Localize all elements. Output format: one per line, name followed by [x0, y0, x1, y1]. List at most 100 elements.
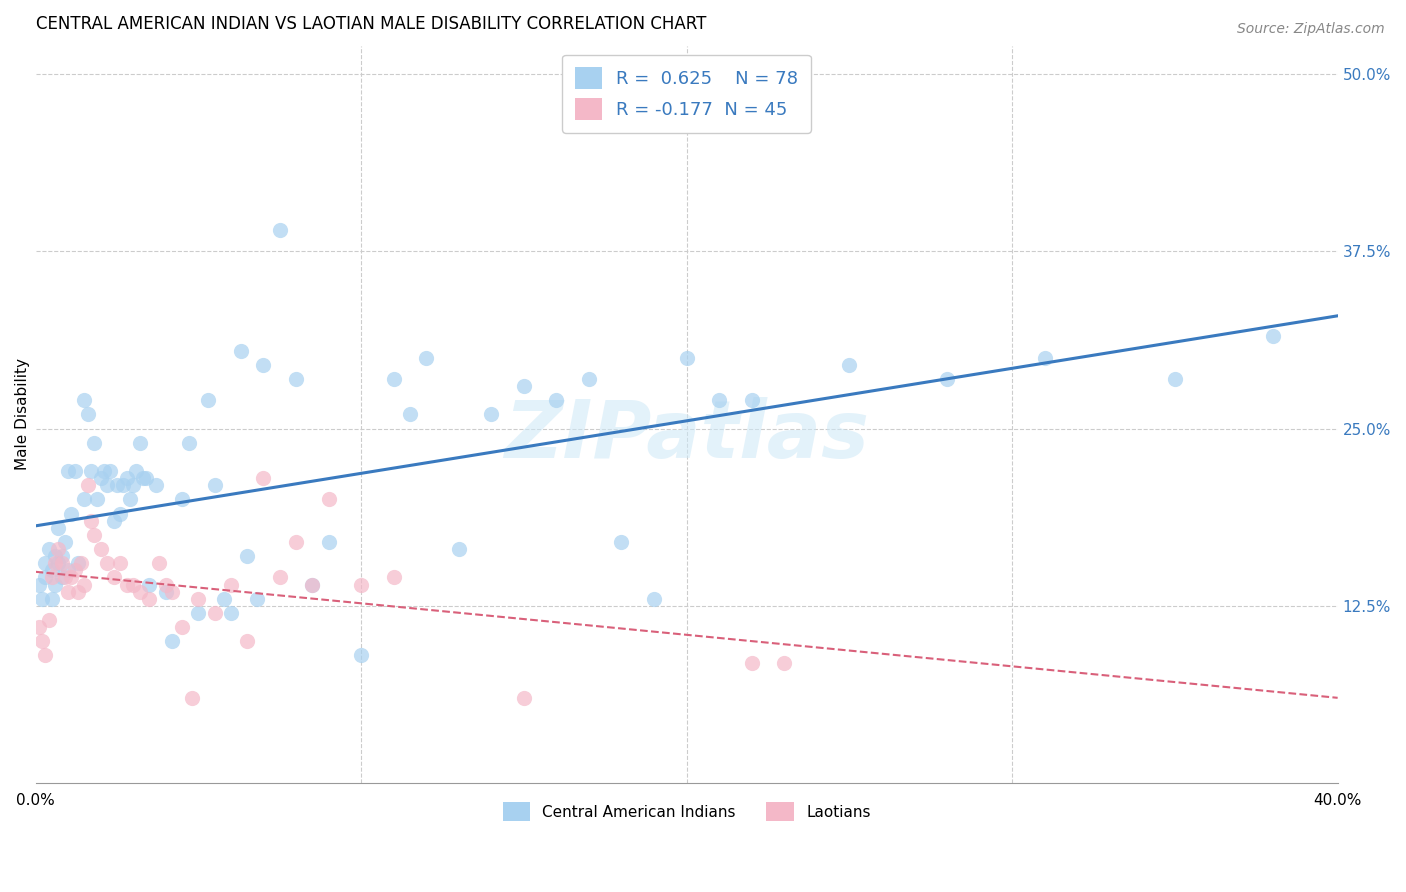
Point: [148, 556, 170, 570]
Point: [125, 464, 148, 478]
Point: [187, 606, 209, 620]
Point: [80, 514, 103, 528]
Text: ZIPatlas: ZIPatlas: [505, 398, 869, 475]
Point: [138, 577, 160, 591]
Point: [252, 358, 274, 372]
Point: [643, 591, 665, 606]
Point: [60, 570, 83, 584]
Point: [219, 577, 242, 591]
Point: [34, 570, 56, 584]
Point: [162, 584, 184, 599]
Point: [741, 393, 763, 408]
Point: [350, 577, 373, 591]
Point: [34, 556, 56, 570]
Point: [41, 570, 63, 584]
Point: [145, 478, 167, 492]
Point: [229, 343, 252, 358]
Point: [93, 464, 115, 478]
Point: [610, 535, 633, 549]
Point: [301, 577, 323, 591]
Point: [128, 584, 150, 599]
Point: [90, 471, 112, 485]
Point: [741, 656, 763, 670]
Point: [53, 570, 76, 584]
Point: [301, 577, 323, 591]
Point: [118, 492, 141, 507]
Point: [204, 606, 226, 620]
Point: [219, 606, 242, 620]
Point: [108, 556, 131, 570]
Point: [318, 535, 340, 549]
Point: [399, 408, 422, 422]
Point: [28, 577, 51, 591]
Point: [246, 591, 269, 606]
Point: [236, 549, 259, 563]
Point: [936, 372, 959, 386]
Point: [1164, 372, 1187, 386]
Point: [170, 620, 193, 634]
Point: [135, 471, 157, 485]
Point: [96, 556, 118, 570]
Point: [51, 549, 73, 563]
Point: [204, 478, 226, 492]
Point: [415, 351, 437, 365]
Point: [100, 464, 122, 478]
Point: [83, 528, 105, 542]
Point: [41, 563, 63, 577]
Point: [112, 478, 135, 492]
Point: [80, 464, 103, 478]
Point: [285, 535, 308, 549]
Point: [187, 591, 209, 606]
Point: [28, 620, 51, 634]
Point: [252, 471, 274, 485]
Point: [1033, 351, 1056, 365]
Point: [350, 648, 373, 663]
Point: [1261, 329, 1284, 343]
Point: [46, 556, 69, 570]
Point: [73, 393, 96, 408]
Point: [546, 393, 568, 408]
Point: [51, 570, 73, 584]
Point: [76, 408, 98, 422]
Point: [180, 690, 202, 705]
Point: [90, 542, 112, 557]
Point: [83, 435, 105, 450]
Point: [31, 634, 53, 648]
Point: [56, 464, 79, 478]
Point: [56, 563, 79, 577]
Y-axis label: Male Disability: Male Disability: [15, 359, 30, 470]
Point: [128, 435, 150, 450]
Point: [382, 570, 405, 584]
Point: [60, 507, 83, 521]
Point: [108, 507, 131, 521]
Point: [155, 584, 177, 599]
Point: [236, 634, 259, 648]
Point: [115, 471, 138, 485]
Point: [578, 372, 600, 386]
Point: [44, 556, 66, 570]
Point: [38, 613, 60, 627]
Point: [76, 478, 98, 492]
Point: [132, 471, 155, 485]
Point: [70, 556, 93, 570]
Point: [66, 584, 89, 599]
Point: [177, 435, 200, 450]
Point: [41, 591, 63, 606]
Point: [122, 478, 145, 492]
Point: [34, 648, 56, 663]
Text: CENTRAL AMERICAN INDIAN VS LAOTIAN MALE DISABILITY CORRELATION CHART: CENTRAL AMERICAN INDIAN VS LAOTIAN MALE …: [35, 15, 706, 33]
Point: [269, 223, 291, 237]
Point: [63, 563, 86, 577]
Point: [138, 591, 160, 606]
Point: [285, 372, 308, 386]
Legend: Central American Indians, Laotians: Central American Indians, Laotians: [496, 797, 877, 827]
Point: [73, 577, 96, 591]
Point: [38, 542, 60, 557]
Point: [479, 408, 502, 422]
Point: [318, 492, 340, 507]
Text: Source: ZipAtlas.com: Source: ZipAtlas.com: [1237, 22, 1385, 37]
Point: [56, 584, 79, 599]
Point: [269, 570, 291, 584]
Point: [51, 556, 73, 570]
Point: [115, 577, 138, 591]
